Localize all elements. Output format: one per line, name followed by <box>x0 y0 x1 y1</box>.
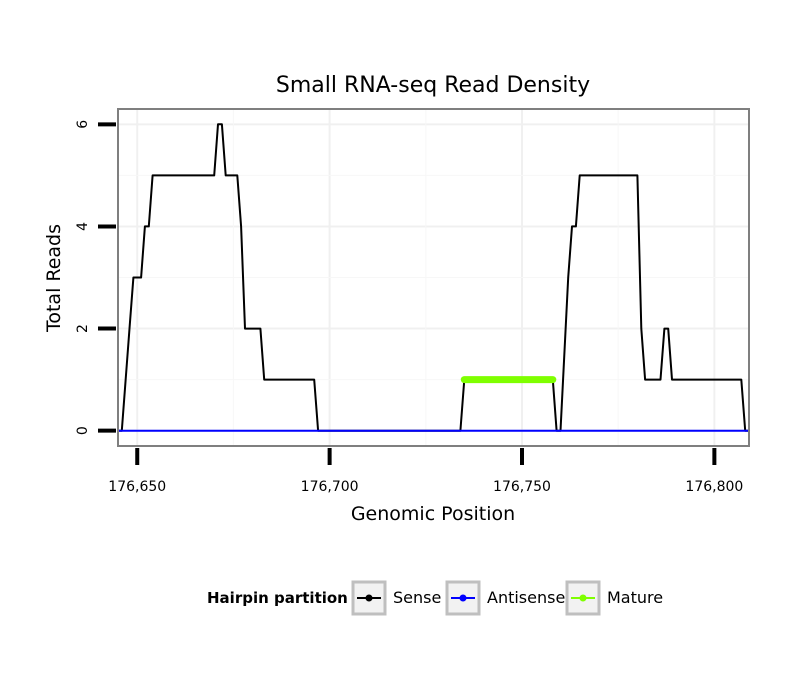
x-tick-label: 176,700 <box>301 479 359 495</box>
y-tick-label: 0 <box>75 426 91 435</box>
series-layer <box>117 123 750 432</box>
legend-label-sense: Sense <box>393 588 441 607</box>
legend-point-antisense <box>459 594 467 602</box>
x-axis-label: Genomic Position <box>351 503 515 525</box>
x-tick-label: 176,800 <box>685 479 743 495</box>
y-tick-label: 6 <box>75 120 91 129</box>
x-tick-label: 176,650 <box>108 479 166 495</box>
legend-key-mature <box>565 580 601 616</box>
legend: Hairpin partition Sense Antisense Mature <box>207 580 663 616</box>
legend-point-sense <box>365 594 373 602</box>
legend-label-antisense: Antisense <box>487 588 565 607</box>
chart-title: Small RNA-seq Read Density <box>276 73 590 98</box>
plot-border <box>117 108 750 447</box>
legend-point-mature <box>579 594 587 602</box>
y-tick-label: 4 <box>75 222 91 231</box>
grid-minor <box>118 109 749 446</box>
x-axis: 176,650 176,700 176,750 176,800 <box>108 448 743 495</box>
legend-label-mature: Mature <box>607 588 663 607</box>
y-axis: 0 2 4 6 <box>75 120 116 435</box>
y-axis-label: Total Reads <box>43 224 65 333</box>
legend-items: Sense Antisense Mature <box>351 580 663 616</box>
y-tick-label: 2 <box>75 324 91 333</box>
x-tick-label: 176,750 <box>493 479 551 495</box>
plot-area <box>117 108 750 447</box>
legend-title: Hairpin partition <box>207 589 348 607</box>
